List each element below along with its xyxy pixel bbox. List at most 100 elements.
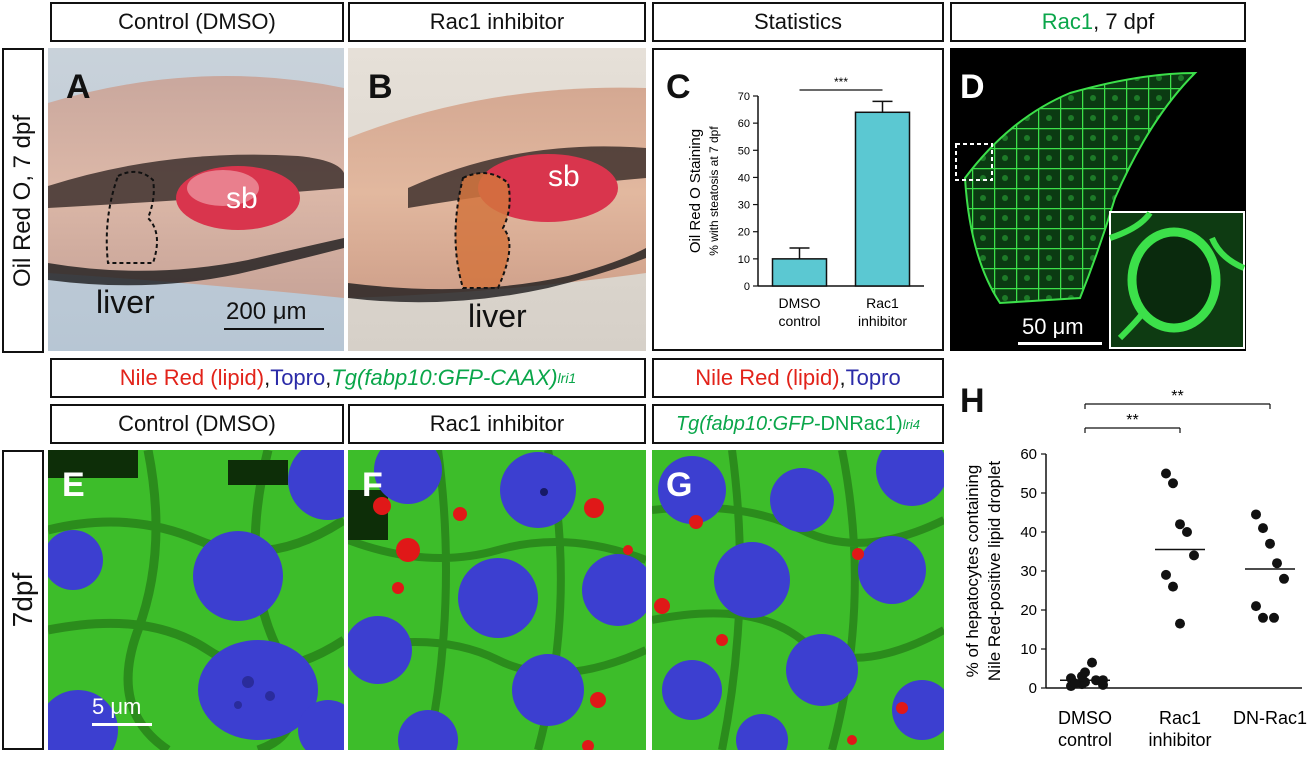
h-ylabel-2: Nile Red-positive lipid droplet <box>985 461 1004 681</box>
h-ytick-label: 50 <box>1020 485 1037 502</box>
c-ytick-label: 40 <box>738 172 750 184</box>
panel-c-chart: 0 10 20 30 40 50 60 70 DMSO control Rac1 inhibitor *… <box>687 75 924 329</box>
c-bar <box>771 258 828 287</box>
h-ytick-label: 10 <box>1020 641 1037 658</box>
h-point <box>1251 509 1261 520</box>
panel-d-letter: D <box>960 68 985 106</box>
h-point <box>1251 601 1261 612</box>
panel-e-render <box>48 450 344 750</box>
h-point <box>1161 569 1171 580</box>
panel-a-letter: A <box>66 68 91 106</box>
panel-d-scale-text: 50 μm <box>1022 314 1084 339</box>
h-category-label: Rac1 <box>1159 708 1201 728</box>
panel-e-image: E 5 μm <box>48 450 344 750</box>
header2-tg-b: DNRac1) <box>820 412 903 435</box>
c-ytick-label: 50 <box>738 145 750 157</box>
h-significance-label: ** <box>1126 412 1138 429</box>
h-point <box>1269 612 1279 623</box>
panel-f-image: F <box>348 450 646 750</box>
header-statistics: Statistics <box>652 2 944 42</box>
h-category-label: DN-Rac1 <box>1233 708 1307 728</box>
header-rac1-7dpf: Rac1, 7 dpf <box>950 2 1246 42</box>
panel-a-scale-text: 200 μm <box>226 298 307 325</box>
legend-tg-caax-sup: lri1 <box>557 370 577 386</box>
c-significance-label: *** <box>834 75 848 89</box>
panel-g-image: G <box>652 450 944 750</box>
panel-b-sb-label: sb <box>548 160 580 193</box>
h-ytick-label: 40 <box>1020 524 1037 541</box>
c-category-label: inhibitor <box>858 313 907 329</box>
panel-f-render <box>348 450 646 750</box>
legend-caax: Nile Red (lipid), Topro, Tg(fabp10:GFP-C… <box>50 358 646 398</box>
h-significance-label: ** <box>1171 388 1183 405</box>
c-ytick-label: 60 <box>738 118 750 130</box>
legend-topro: Topro <box>270 365 326 390</box>
h-point <box>1272 558 1282 569</box>
h-point <box>1087 657 1097 668</box>
panel-c-frame: C 0 10 20 30 40 50 60 70 DMSO control Rac1 inhibito… <box>652 48 944 351</box>
h-ytick-label: 30 <box>1020 563 1037 580</box>
h-point <box>1265 538 1275 549</box>
header-rac1-inhibitor: Rac1 inhibitor <box>348 2 646 42</box>
header2-tg-a: Tg(fabp10:GFP- <box>675 412 821 435</box>
header-rac1-label: Rac1 inhibitor <box>429 9 565 34</box>
h-point <box>1161 468 1171 479</box>
c-ylabel: Oil Red O Staining <box>687 129 704 253</box>
panel-a-photo <box>48 48 344 351</box>
header-rac1-green: Rac1 <box>1041 9 1094 34</box>
c-category-label: control <box>778 313 820 329</box>
c-ytick-label: 10 <box>738 254 750 266</box>
c-category-label: Rac1 <box>866 295 899 311</box>
panel-f-letter: F <box>362 466 383 504</box>
header-control: Control (DMSO) <box>50 2 344 42</box>
c-ytick-label: 20 <box>738 227 750 239</box>
h-ytick-label: 20 <box>1020 602 1037 619</box>
header2-control-label: Control (DMSO) <box>118 411 276 436</box>
panel-g-render <box>652 450 944 750</box>
panel-c-letter: C <box>666 68 691 106</box>
header-rac1-rest: , 7 dpf <box>1093 9 1155 34</box>
panel-b-letter: B <box>368 68 393 106</box>
header-control-label: Control (DMSO) <box>118 9 276 34</box>
panel-b-liver-label: liver <box>468 298 527 334</box>
c-ylabel-2: % with steatosis at 7 dpf <box>707 126 721 256</box>
h-point <box>1258 523 1268 534</box>
h-category-label: control <box>1058 730 1112 750</box>
row-label-oil-red: Oil Red O, 7 dpf <box>2 48 44 353</box>
h-ytick-label: 60 <box>1020 446 1037 463</box>
h-point <box>1175 618 1185 629</box>
legend-comma-1: , <box>264 365 271 390</box>
panel-e-scalebar <box>92 723 152 726</box>
panel-e-scale-text: 5 μm <box>92 694 142 719</box>
h-point <box>1080 667 1090 678</box>
h-category-label: inhibitor <box>1148 730 1211 750</box>
c-category-label: DMSO <box>779 295 821 311</box>
h-point <box>1175 519 1185 530</box>
panel-a-sb-label: sb <box>226 182 258 215</box>
header2-dnrac1: Tg(fabp10:GFP- DNRac1) lri4 <box>652 404 944 444</box>
header2-control: Control (DMSO) <box>50 404 344 444</box>
h-category-label: DMSO <box>1058 708 1112 728</box>
panel-d-image: D 50 μm <box>950 48 1246 351</box>
panel-a-scalebar <box>224 328 324 330</box>
h-point <box>1098 679 1108 690</box>
panel-a-liver-label: liver <box>96 284 155 320</box>
c-bar <box>854 111 911 287</box>
legend-nile-red: Nile Red (lipid) <box>119 365 265 390</box>
legend-nile-red-2: Nile Red (lipid) <box>695 365 840 390</box>
h-point <box>1279 573 1289 584</box>
h-point <box>1168 581 1178 592</box>
legend-topro-2: Topro <box>845 365 901 390</box>
h-point <box>1189 550 1199 561</box>
legend-comma-2: , <box>325 365 332 390</box>
panel-d-scalebar <box>1018 342 1102 345</box>
header2-tg-sup: lri4 <box>902 416 921 432</box>
c-ytick-label: 0 <box>744 281 750 293</box>
panel-b-image: B sb liver <box>348 48 646 351</box>
h-point <box>1168 478 1178 489</box>
c-ytick-label: 30 <box>738 200 750 212</box>
legend-comma-3: , <box>839 365 846 390</box>
legend-nile-topro: Nile Red (lipid), Topro <box>652 358 944 398</box>
panel-a-image: A sb liver 200 μm <box>48 48 344 351</box>
